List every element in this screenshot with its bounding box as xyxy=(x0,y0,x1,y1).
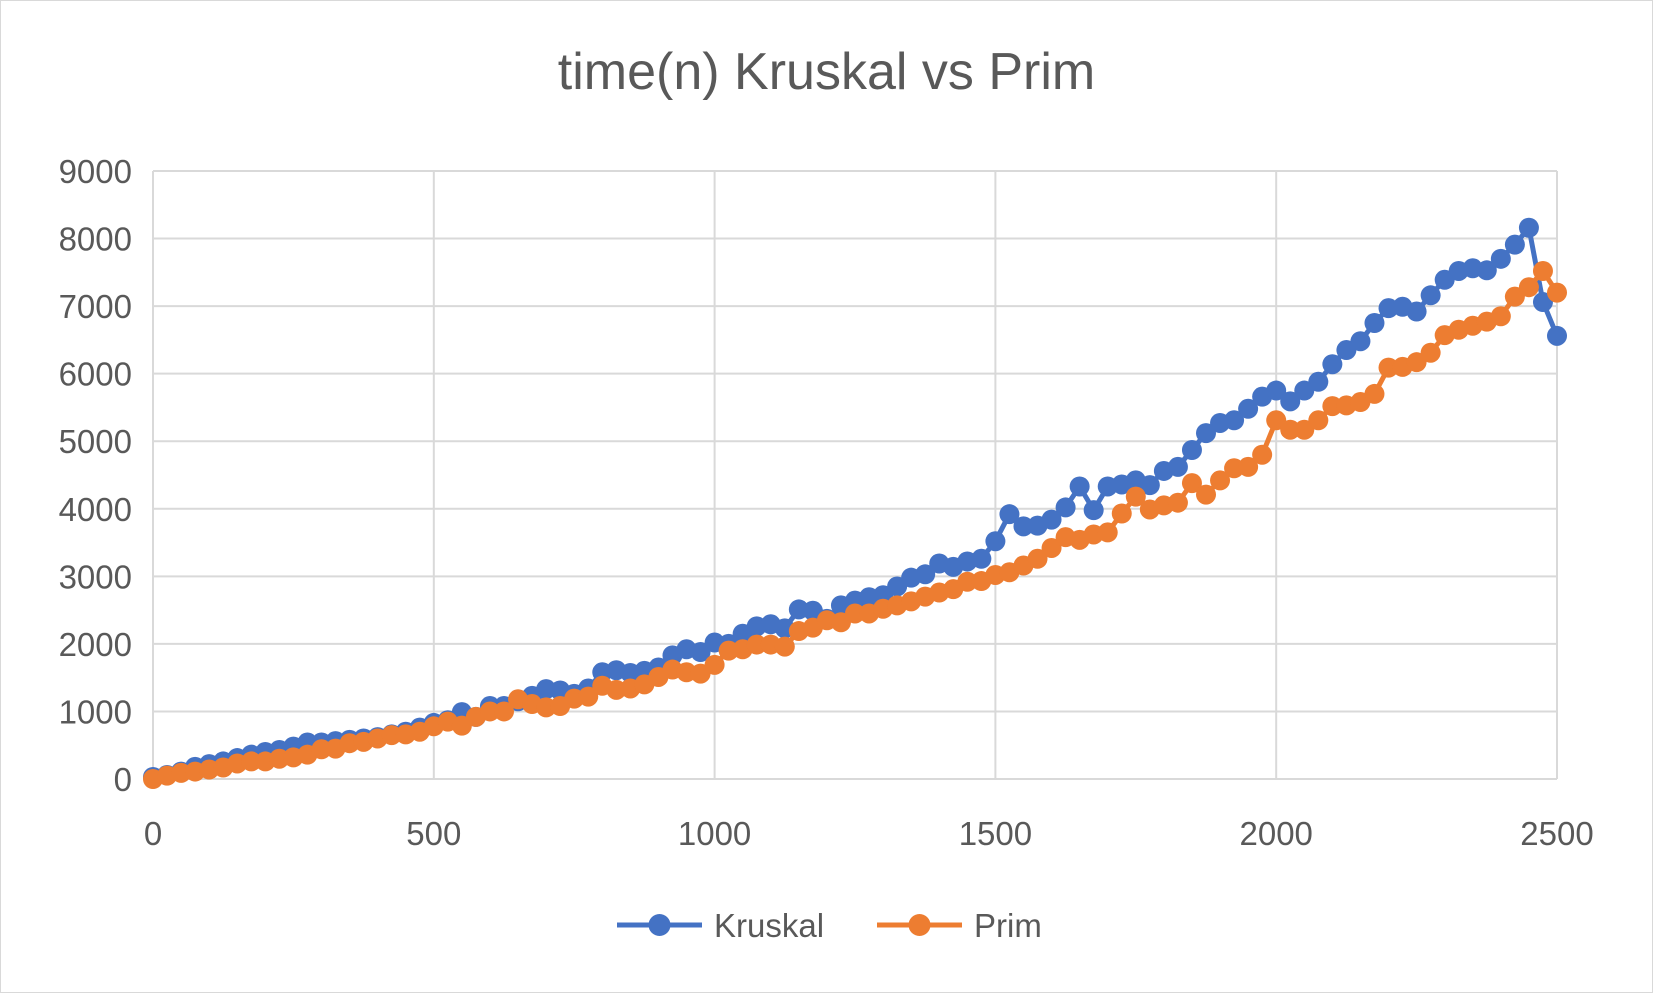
data-point xyxy=(1027,548,1048,569)
data-point xyxy=(1476,260,1497,281)
data-point xyxy=(1532,260,1553,281)
data-point xyxy=(915,564,936,585)
data-point xyxy=(1055,497,1076,518)
y-tick-label: 1000 xyxy=(59,693,132,730)
data-point xyxy=(774,636,795,657)
data-point xyxy=(1097,522,1118,543)
data-point xyxy=(1069,476,1090,497)
data-point xyxy=(1013,516,1034,537)
data-point xyxy=(1490,306,1511,327)
x-tick-label: 500 xyxy=(406,815,461,852)
gridlines xyxy=(152,170,1558,780)
data-point xyxy=(1547,282,1567,303)
data-point xyxy=(1041,509,1062,530)
legend-marker-icon xyxy=(908,914,931,936)
data-point xyxy=(1196,423,1216,444)
data-point xyxy=(1364,383,1385,404)
data-point xyxy=(1308,410,1329,431)
series-prim xyxy=(143,260,1567,789)
data-point xyxy=(1167,456,1188,477)
data-point xyxy=(985,531,1006,552)
data-point xyxy=(1378,357,1399,378)
data-point xyxy=(479,701,500,722)
data-point xyxy=(957,571,978,592)
data-point xyxy=(1406,352,1427,373)
legend-label: Prim xyxy=(974,907,1042,944)
data-point xyxy=(1238,456,1259,477)
data-point xyxy=(1518,217,1539,238)
data-point xyxy=(1210,470,1231,491)
data-point xyxy=(1181,473,1202,494)
legend: Kruskal Prim xyxy=(617,907,1042,944)
data-point xyxy=(241,751,262,772)
series-kruskal xyxy=(143,217,1567,787)
y-tick-label: 9000 xyxy=(59,153,132,190)
data-point xyxy=(1111,503,1132,524)
data-point xyxy=(381,725,402,746)
data-point xyxy=(999,504,1020,525)
x-tick-label: 2000 xyxy=(1239,815,1312,852)
data-point xyxy=(1547,325,1567,346)
data-point xyxy=(1308,371,1329,392)
data-point xyxy=(1280,391,1301,412)
axis-tick-labels: 0 1000 2000 3000 4000 5000 6000 7000 8000 9000 0 50… xyxy=(59,153,1594,852)
legend-item-prim: Prim xyxy=(877,907,1042,944)
data-point xyxy=(1280,419,1301,440)
data-point xyxy=(1181,440,1202,461)
data-point xyxy=(1196,484,1216,505)
x-tick-label: 1000 xyxy=(678,815,751,852)
data-point xyxy=(1322,354,1343,375)
chart-title: time(n) Kruskal vs Prim xyxy=(557,43,1096,101)
legend-label: Kruskal xyxy=(714,907,824,944)
data-point xyxy=(971,548,992,569)
data-point xyxy=(1490,248,1511,269)
y-tick-label: 0 xyxy=(114,761,132,798)
data-point xyxy=(1125,486,1146,507)
y-tick-label: 8000 xyxy=(59,221,132,258)
data-point xyxy=(1420,342,1441,363)
data-point xyxy=(311,739,332,760)
data-point xyxy=(1139,475,1160,496)
x-tick-label: 1500 xyxy=(959,815,1032,852)
data-point xyxy=(1364,313,1385,333)
y-tick-label: 5000 xyxy=(59,423,132,460)
data-point xyxy=(1504,234,1525,255)
data-point xyxy=(1406,301,1427,322)
y-tick-label: 2000 xyxy=(59,626,132,663)
legend-item-kruskal: Kruskal xyxy=(617,907,824,944)
y-tick-label: 7000 xyxy=(59,288,132,325)
data-point xyxy=(1266,410,1287,431)
data-point xyxy=(1322,396,1343,417)
data-point xyxy=(1350,331,1371,352)
data-point xyxy=(494,701,514,722)
data-point xyxy=(1083,500,1104,521)
y-tick-label: 6000 xyxy=(59,356,132,393)
data-point xyxy=(578,686,599,707)
series-plot-area xyxy=(143,217,1567,789)
series-line xyxy=(150,225,1560,780)
data-point xyxy=(1294,419,1315,440)
data-point xyxy=(1252,444,1273,465)
x-tick-label: 2500 xyxy=(1520,815,1593,852)
data-point xyxy=(704,654,725,675)
data-point xyxy=(1167,492,1188,513)
data-point xyxy=(1224,410,1245,431)
data-point xyxy=(1532,292,1553,313)
y-tick-label: 3000 xyxy=(59,558,132,595)
data-point xyxy=(690,641,711,662)
data-point xyxy=(746,634,767,655)
data-point xyxy=(1238,398,1259,419)
legend-marker-icon xyxy=(648,914,671,936)
y-tick-label: 4000 xyxy=(59,491,132,528)
data-point xyxy=(1504,286,1525,307)
data-point xyxy=(1266,380,1287,401)
x-tick-label: 0 xyxy=(144,815,162,852)
data-point xyxy=(1041,537,1062,558)
data-point xyxy=(1420,285,1441,306)
data-point xyxy=(1518,277,1539,298)
data-point xyxy=(845,603,865,624)
